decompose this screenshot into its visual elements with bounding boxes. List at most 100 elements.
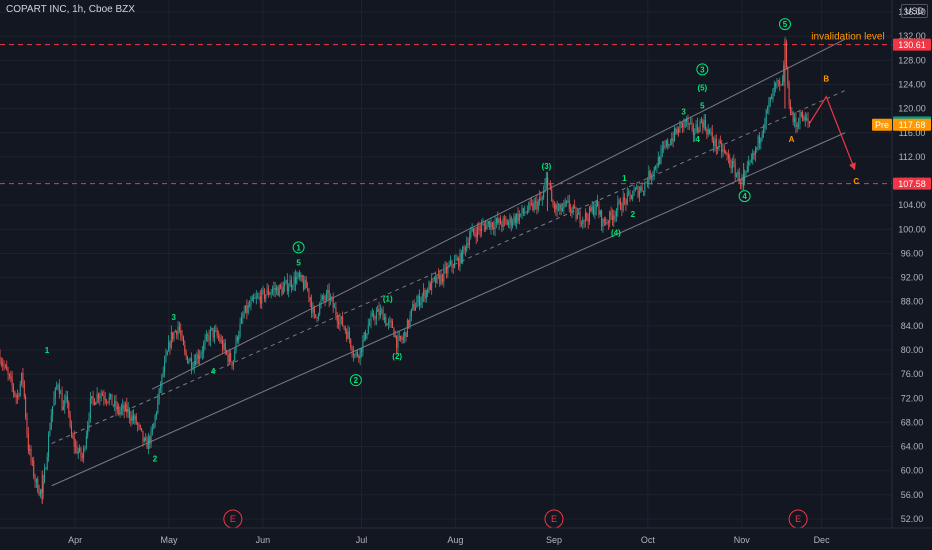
candle-body xyxy=(764,122,766,129)
candle-body xyxy=(725,151,727,154)
candle-body xyxy=(298,273,300,278)
candle-body xyxy=(574,205,576,208)
candle-body xyxy=(642,191,644,192)
candle-body xyxy=(729,157,731,166)
candle-body xyxy=(208,335,210,341)
candle-body xyxy=(44,469,46,482)
candle-body xyxy=(609,211,611,223)
candle-body xyxy=(107,401,109,403)
candle-body xyxy=(164,361,166,373)
candle-body xyxy=(305,279,307,289)
candle-body xyxy=(431,278,433,291)
candle-body xyxy=(452,266,454,268)
candle-body xyxy=(65,396,67,401)
candle-body xyxy=(7,370,9,375)
candle-body xyxy=(351,347,353,353)
candle-body xyxy=(638,190,640,197)
candle-body xyxy=(458,258,460,267)
candle-body xyxy=(494,222,496,230)
candle-body xyxy=(634,188,636,191)
candle-body xyxy=(567,200,569,202)
candle-body xyxy=(414,307,416,311)
candle-body xyxy=(277,287,279,296)
candle-body xyxy=(425,290,427,299)
candle-body xyxy=(238,334,240,341)
candle-body xyxy=(97,393,99,399)
candle-body xyxy=(657,157,659,168)
candle-body xyxy=(640,186,642,191)
candle-body xyxy=(788,84,790,105)
time-axis[interactable]: Apr May Jun Jul Aug Sep Oct Nov Dec xyxy=(0,527,932,545)
candle-body xyxy=(475,233,477,238)
candle-body xyxy=(224,343,226,351)
candle-body xyxy=(242,316,244,318)
time-tick-label: Jun xyxy=(256,535,271,545)
candle-body xyxy=(562,208,564,212)
candle-body xyxy=(88,417,90,426)
candle-body xyxy=(800,112,802,117)
candle-body xyxy=(189,358,191,362)
candle-body xyxy=(342,316,344,327)
candle-body xyxy=(808,121,810,123)
price-tick-label: 96.00 xyxy=(901,248,924,258)
currency-button[interactable]: USD xyxy=(900,4,928,18)
candle-body xyxy=(603,218,605,223)
candle-body xyxy=(472,228,474,233)
candle-body xyxy=(595,200,597,211)
candle-body xyxy=(758,136,760,144)
candle-body xyxy=(0,356,1,363)
candle-body xyxy=(421,295,423,302)
candle-body xyxy=(95,402,97,405)
candle-body xyxy=(478,226,480,229)
candle-body xyxy=(79,447,81,452)
candle-body xyxy=(706,128,708,135)
candle-body xyxy=(15,395,17,398)
candle-body xyxy=(571,208,573,212)
pre-market-tag-bg xyxy=(872,118,892,131)
candle-body xyxy=(354,354,356,356)
candle-body xyxy=(610,211,612,216)
time-tick-label: Oct xyxy=(641,535,656,545)
price-axis[interactable]: 52.00 56.00 60.00 64.00 68.00 72.00 76.00 80.00… xyxy=(891,0,932,550)
candle-body xyxy=(753,153,755,156)
candle-body xyxy=(579,212,581,224)
candle-body xyxy=(222,340,224,350)
candle-body xyxy=(110,394,112,397)
candle-body xyxy=(501,224,503,227)
candle-body xyxy=(723,149,725,152)
wave-label: (5) xyxy=(697,83,707,92)
candle-body xyxy=(370,315,372,324)
candle-body xyxy=(290,280,292,288)
candle-body xyxy=(141,428,143,431)
candle-body xyxy=(204,339,206,345)
candle-body xyxy=(33,460,35,477)
candle-body xyxy=(714,138,716,146)
candle-body xyxy=(568,200,570,209)
candle-body xyxy=(176,330,178,335)
wave-label: 1 xyxy=(45,346,50,355)
wave-labels: 1 2 3 4 5 1 2 (1) (2) (3) (4) 1 2 3 4 5 (5) 3 4 5 A B C xyxy=(45,18,859,464)
price-tick-label: 52.00 xyxy=(901,514,924,524)
candle-body xyxy=(768,102,770,108)
candle-body xyxy=(312,307,314,313)
candle-body xyxy=(73,437,75,447)
candle-body xyxy=(477,226,479,238)
candle-body xyxy=(192,367,194,369)
candle-body xyxy=(58,384,60,394)
candle-body xyxy=(400,336,402,340)
candle-body xyxy=(12,385,14,392)
candle-body xyxy=(168,342,170,352)
candle-body xyxy=(25,396,27,417)
candle-body xyxy=(331,297,333,299)
candle-body xyxy=(419,295,421,306)
candle-body xyxy=(138,424,140,426)
candle-body xyxy=(173,332,175,340)
candle-body xyxy=(556,204,558,211)
candle-body xyxy=(263,289,265,299)
candle-body xyxy=(614,215,616,217)
candle-body xyxy=(441,274,443,282)
candle-body xyxy=(767,107,769,110)
candle-body xyxy=(358,355,360,359)
candle-body xyxy=(636,187,638,189)
